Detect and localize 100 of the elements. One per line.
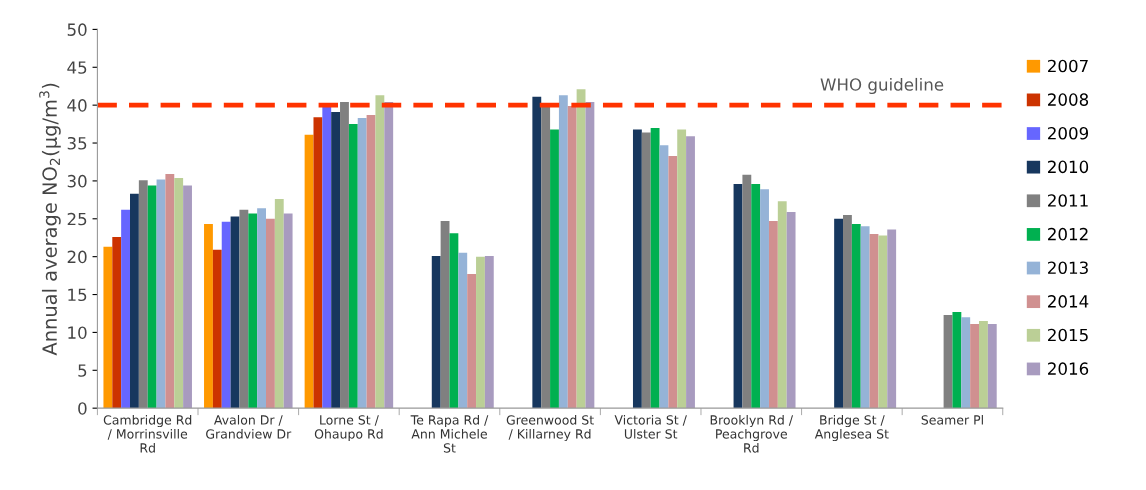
bar: [751, 183, 761, 409]
bar: [860, 226, 870, 409]
bar: [340, 102, 349, 409]
bar: [313, 117, 323, 409]
bar: [532, 96, 542, 409]
bar: [239, 209, 249, 409]
x-tick-label: Avalon Dr / Grandview Dr: [206, 414, 292, 439]
bar: [138, 180, 148, 409]
bar: [248, 213, 258, 409]
y-tick-label: 10: [68, 326, 87, 339]
bar: [103, 246, 113, 409]
x-tick-label: Lorne St / Ohaupo Rd: [314, 415, 383, 442]
legend-label: 2009: [1048, 126, 1089, 140]
y-tick-label: 30: [67, 174, 87, 188]
bar: [147, 185, 157, 409]
bar: [869, 233, 879, 409]
bar: [274, 199, 284, 409]
bar: [943, 314, 953, 409]
bar: [357, 118, 367, 409]
legend-label: 2014: [1048, 295, 1089, 308]
bar: [686, 136, 695, 409]
bar: [156, 179, 166, 409]
y-tick-label: 0: [78, 402, 87, 415]
bar: [384, 102, 394, 409]
legend-label: 2015: [1048, 328, 1088, 342]
bar: [257, 208, 266, 409]
x-tick-label: Cambridge Rd / Morrinsville Rd: [103, 414, 192, 453]
bar: [677, 129, 687, 409]
bar: [851, 224, 861, 409]
bar: [558, 95, 568, 409]
bar: [567, 105, 577, 409]
bar: [174, 177, 184, 409]
bar: [541, 105, 551, 409]
y-axis-title: Annual average NO$_{2}$(µg/m$^{3}$): [39, 83, 61, 356]
x-tick-label: Te Rapa Rd / Ann Michele St: [410, 414, 489, 453]
bar: [834, 218, 844, 409]
bar: [375, 95, 385, 409]
bar: [458, 252, 468, 409]
bar: [266, 218, 275, 409]
bar: [668, 155, 678, 409]
bar: [165, 174, 175, 409]
bar: [843, 215, 852, 409]
legend-label: 2012: [1048, 227, 1088, 241]
bar: [467, 274, 477, 409]
bar: [112, 236, 122, 409]
bar: [641, 132, 651, 409]
legend-label: 2007: [1048, 59, 1088, 73]
bar: [348, 124, 358, 409]
bar: [204, 224, 213, 409]
bar: [733, 183, 743, 409]
bar: [449, 233, 459, 409]
y-tick-label: 35: [67, 136, 87, 150]
bar: [878, 235, 888, 409]
bar: [777, 201, 787, 409]
bar: [476, 256, 485, 409]
bar: [212, 249, 222, 409]
bar: [283, 213, 293, 409]
x-tick-label: Bridge St / Anglesea St: [814, 414, 889, 442]
y-tick-label: 15: [68, 288, 87, 302]
y-tick-label: 50: [67, 23, 87, 36]
bar: [650, 127, 660, 409]
legend-label: 2013: [1048, 261, 1088, 275]
bar: [550, 129, 559, 409]
bar: [366, 115, 376, 409]
x-tick-label: Seamer Pl: [921, 414, 983, 425]
bar: [952, 311, 962, 409]
bar: [230, 216, 240, 409]
bar: [484, 255, 494, 409]
bar: [322, 105, 332, 409]
ref-line-label: WHO guideline: [820, 77, 944, 95]
y-tick-label: 20: [67, 250, 87, 264]
bar: [659, 145, 669, 409]
bar: [979, 321, 988, 409]
bar: [632, 129, 642, 409]
bar: [768, 221, 778, 409]
bar: [961, 317, 971, 409]
bar: [887, 229, 897, 409]
bar: [331, 111, 341, 409]
legend-label: 2008: [1048, 93, 1089, 106]
y-tick-label: 5: [78, 364, 87, 377]
x-tick-label: Greenwood St / Killarney Rd: [506, 414, 594, 442]
legend-label: 2016: [1048, 362, 1089, 375]
bar: [431, 255, 441, 409]
y-tick-label: 40: [67, 99, 87, 112]
x-tick-label: Victoria St / Ulster St: [614, 414, 687, 439]
x-tick-label: Brooklyn Rd / Peachgrove Rd: [710, 414, 794, 453]
legend-label: 2011: [1048, 194, 1088, 207]
bar: [183, 185, 192, 409]
bar: [130, 193, 139, 409]
bar: [304, 134, 314, 409]
bar: [786, 211, 796, 409]
bar: [440, 221, 450, 409]
bar: [221, 221, 231, 409]
y-tick-label: 25: [67, 212, 87, 226]
bar: [585, 102, 595, 409]
y-tick-label: 45: [67, 61, 87, 74]
bar: [121, 209, 130, 409]
bar: [987, 324, 997, 409]
bar: [760, 189, 769, 409]
legend-label: 2010: [1048, 160, 1089, 174]
